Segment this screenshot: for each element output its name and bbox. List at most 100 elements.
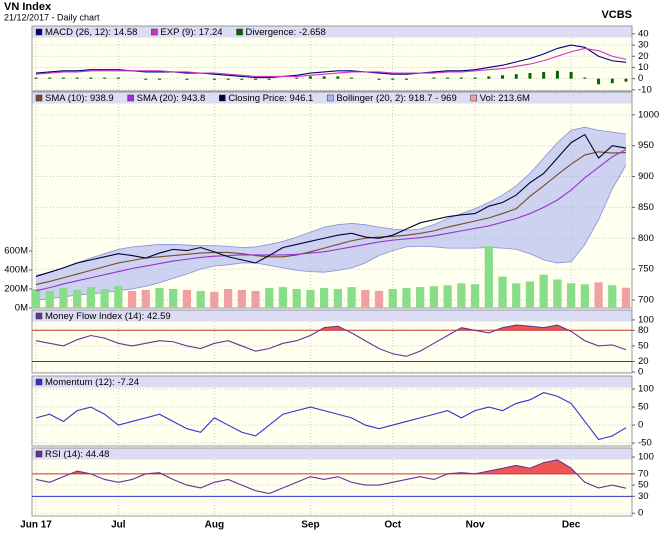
- y-tick-label: 30: [638, 40, 649, 51]
- bar: [512, 283, 521, 308]
- legend-label: SMA (10): 938.9: [45, 93, 114, 104]
- series-line: [35, 392, 627, 441]
- legend-background: [32, 376, 632, 388]
- bar: [597, 78, 601, 85]
- bar: [484, 246, 493, 308]
- bar: [470, 284, 480, 308]
- bar: [473, 77, 477, 79]
- bar: [100, 289, 109, 308]
- series-line: [35, 459, 627, 495]
- legend-label: SMA (20): 943.8: [137, 93, 206, 104]
- legend-swatch: [327, 94, 334, 102]
- bar: [292, 289, 301, 308]
- y-tick-label: 700: [638, 294, 654, 305]
- bar: [254, 78, 258, 80]
- bar: [621, 287, 631, 308]
- y-tick-label: 0: [638, 508, 643, 519]
- bar: [185, 78, 189, 80]
- bar: [267, 78, 271, 80]
- legend-background: [32, 448, 632, 460]
- y-tick-label: 50: [638, 480, 649, 491]
- panel-background: [31, 375, 633, 447]
- bar: [210, 291, 219, 308]
- y-tick-label: 1000: [638, 109, 659, 120]
- legend-label: Money Flow Index (14): 42.59: [45, 311, 171, 322]
- bar: [333, 289, 342, 308]
- x-tick-label: Nov: [466, 520, 485, 531]
- bar: [48, 77, 52, 79]
- bar: [278, 287, 288, 308]
- bar: [86, 287, 95, 308]
- y-tick-label: 0: [638, 73, 643, 84]
- legend-swatch: [35, 450, 43, 458]
- bar: [610, 78, 614, 84]
- bar: [416, 287, 425, 308]
- chart-title: VN Index: [4, 1, 52, 13]
- legend-swatch: [35, 378, 43, 386]
- x-tick-label: Aug: [205, 520, 224, 531]
- y-tick-label: 20: [638, 51, 649, 62]
- bar: [514, 74, 518, 79]
- y-tick-label: 40: [638, 28, 649, 39]
- bar: [89, 77, 93, 79]
- series-line: [35, 149, 627, 292]
- bar: [75, 77, 79, 79]
- series-line: [35, 47, 627, 77]
- chart-subtitle: 21/12/2017 - Daily chart: [4, 12, 100, 22]
- legend-swatch: [151, 28, 158, 36]
- bar: [388, 289, 397, 308]
- bar: [116, 77, 120, 79]
- bar: [429, 286, 439, 308]
- legend-label: Divergence: -2.658: [246, 27, 326, 38]
- y-tick-label: 800: [638, 233, 654, 244]
- bar: [432, 77, 436, 79]
- legend-label: Momentum (12): -7.24: [45, 377, 139, 388]
- bar: [320, 288, 329, 308]
- y-tick-label: 50: [638, 340, 649, 351]
- x-tick-label: Dec: [562, 520, 581, 531]
- bar: [580, 284, 589, 308]
- bar: [391, 78, 395, 80]
- bar: [182, 289, 192, 308]
- legend-swatch: [35, 28, 43, 36]
- bar: [34, 77, 38, 79]
- bar: [212, 78, 216, 80]
- bar: [402, 288, 411, 308]
- legend-label: Bollinger (20, 2): 918.7 - 969: [336, 93, 456, 104]
- y-tick-label: 10: [638, 62, 649, 73]
- legend-swatch: [219, 94, 226, 102]
- bar: [555, 70, 559, 79]
- bar: [59, 288, 68, 308]
- bar: [583, 77, 587, 79]
- y-tick-label: 900: [638, 171, 654, 182]
- y-tick-label: 100: [638, 314, 654, 325]
- bar: [498, 276, 507, 308]
- bar: [525, 281, 535, 308]
- x-tick-label: Jun 17: [20, 520, 52, 531]
- legend-label: Vol: 213.6M: [480, 93, 530, 104]
- bar: [61, 77, 65, 79]
- band-edge: [35, 126, 627, 276]
- y-tick-label: 70: [638, 468, 649, 479]
- bar: [446, 77, 450, 79]
- bar: [226, 78, 230, 80]
- bar: [223, 289, 233, 308]
- y-tick-label: 750: [638, 264, 654, 275]
- y-tick-label: -50: [638, 438, 652, 449]
- band-fill: [36, 127, 626, 300]
- bar: [322, 76, 326, 79]
- bar: [459, 77, 463, 79]
- legend-label: MACD (26, 12): 14.58: [45, 27, 137, 38]
- bar: [377, 78, 381, 80]
- bar: [404, 78, 408, 80]
- y-tick-label: 0: [638, 420, 643, 431]
- series-line: [35, 151, 627, 286]
- bar: [157, 78, 161, 80]
- x-tick-label: Jul: [111, 520, 126, 531]
- bar: [265, 288, 274, 308]
- y-tick-label: 80: [638, 325, 649, 336]
- y2-tick-label: 200M: [4, 284, 28, 295]
- bar: [155, 288, 164, 308]
- bar: [347, 287, 356, 308]
